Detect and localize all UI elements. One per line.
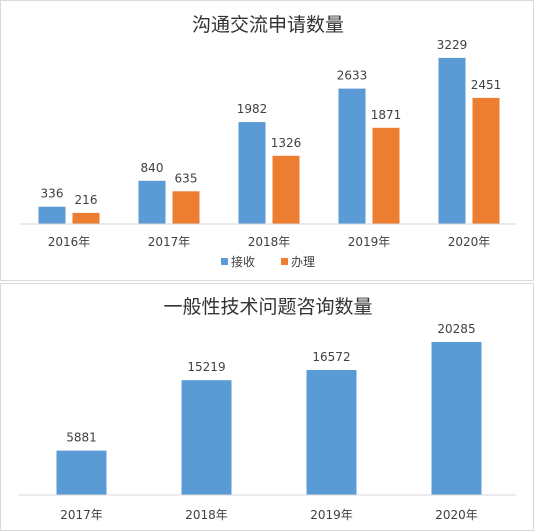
x-tick-label: 2018年 [248,235,291,249]
data-label: 336 [41,187,64,201]
bar-series1-1 [138,180,166,224]
chart-panel-communication: 沟通交流申请数量 336 216 840 635 1982 1326 2633 1871 322… [0,0,534,281]
data-label: 1326 [271,136,302,150]
legend-label-received: 接收 [231,254,255,269]
data-label: 20285 [437,322,475,336]
legend: 接收 办理 [221,254,315,269]
bar-series1-3 [338,88,366,224]
communication-chart: 沟通交流申请数量 336 216 840 635 1982 1326 2633 1871 322… [19,14,516,269]
x-tick-label: 2019年 [348,235,391,249]
chart-title: 沟通交流申请数量 [192,14,344,36]
bar-series1-3 [431,342,482,495]
data-label: 635 [175,171,198,185]
bar-series1-2 [306,370,357,495]
consultation-chart: 一般性技术问题咨询数量 5881 15219 16572 20285 2017年 201… [19,296,516,522]
data-label: 2633 [337,69,368,83]
data-label: 5881 [66,431,97,445]
data-label: 216 [75,193,98,207]
bar-series2-2 [272,155,300,224]
x-tick-label: 2020年 [435,508,478,522]
legend-swatch-processed [281,258,288,265]
legend-swatch-received [221,258,228,265]
bar-series2-4 [472,97,500,224]
data-label: 15219 [187,360,225,374]
chart-title: 一般性技术问题咨询数量 [163,296,372,318]
x-tick-label: 2017年 [60,508,103,522]
data-label: 840 [141,161,164,175]
data-label: 1871 [371,108,402,122]
x-tick-label: 2019年 [310,508,353,522]
data-label: 2451 [471,78,502,92]
x-tick-label: 2016年 [48,235,91,249]
x-tick-label: 2017年 [148,235,191,249]
x-tick-label: 2018年 [185,508,228,522]
chart-panel-consultation: 一般性技术问题咨询数量 5881 15219 16572 20285 2017年 201… [0,283,534,531]
data-label: 16572 [312,350,350,364]
bar-series2-1 [172,191,200,224]
x-tick-label: 2020年 [448,235,491,249]
bar-series1-0 [38,206,66,224]
bar-series1-1 [181,380,232,495]
bar-series2-3 [372,127,400,224]
bar-series1-4 [438,57,466,225]
bar-series1-2 [238,122,266,224]
data-label: 1982 [237,102,268,116]
data-label: 3229 [437,38,468,52]
bar-series2-0 [72,212,100,224]
bar-series1-0 [56,450,107,495]
legend-label-processed: 办理 [291,254,315,269]
